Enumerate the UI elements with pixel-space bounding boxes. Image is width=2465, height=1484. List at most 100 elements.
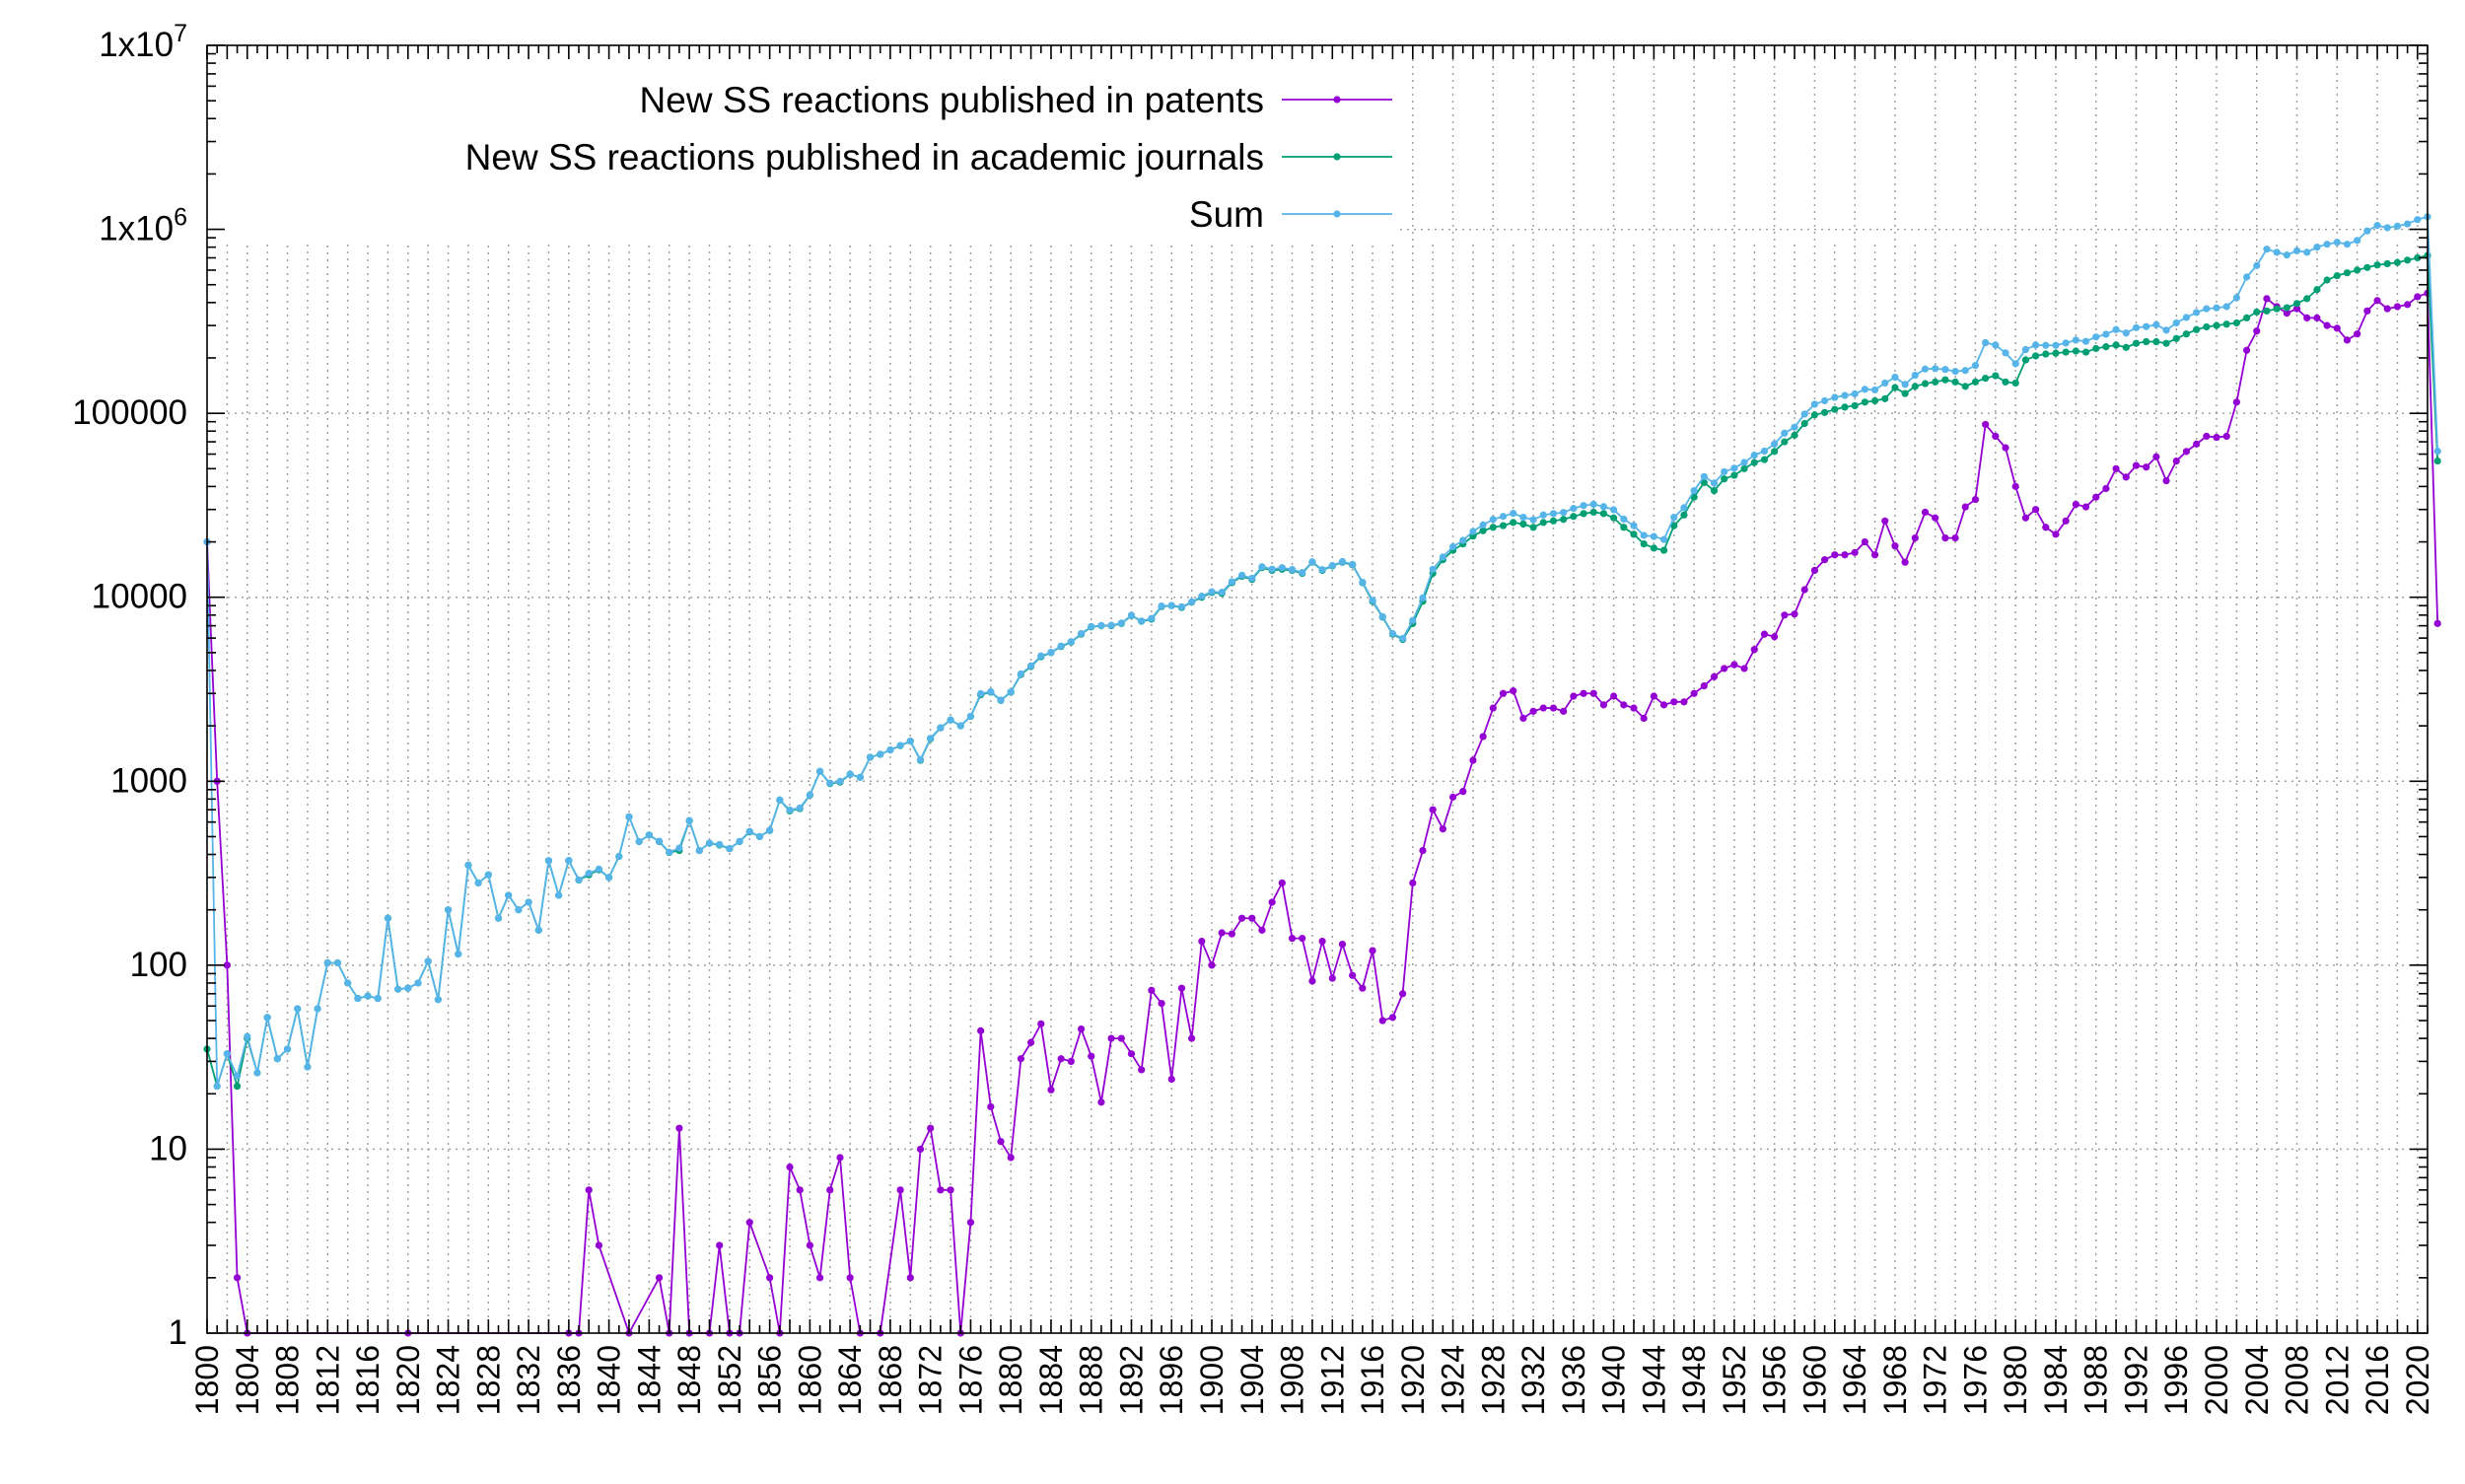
x-tick-label: 1872 (913, 1345, 949, 1415)
data-point (1529, 516, 1537, 524)
data-point (1359, 984, 1367, 992)
data-point (2414, 253, 2422, 262)
plot-frame (206, 44, 2429, 1334)
data-point (1670, 514, 1678, 522)
data-point (2143, 322, 2150, 330)
data-point (1409, 879, 1417, 887)
data-point (1529, 524, 1537, 531)
data-point (1198, 937, 1206, 946)
data-point (2172, 334, 2180, 342)
data-point (1841, 391, 1849, 399)
data-point (595, 1241, 603, 1249)
data-point (1258, 926, 1266, 934)
data-point (1479, 521, 1487, 529)
data-point (1841, 403, 1849, 411)
x-tick-label: 1876 (952, 1345, 988, 1415)
data-point (1188, 598, 1196, 605)
data-point (1107, 621, 1115, 629)
series-line (206, 292, 2439, 1334)
x-tick-label: 1804 (230, 1345, 265, 1415)
x-tick-label: 1960 (1796, 1345, 1832, 1415)
data-point (2132, 461, 2141, 469)
data-point (1831, 405, 1839, 413)
data-point (1851, 389, 1859, 398)
data-point (2011, 379, 2019, 388)
legend-label: New SS reactions published in patents (640, 80, 1264, 120)
data-point (2102, 330, 2110, 338)
series-2 (203, 213, 2441, 1091)
x-tick-label: 1880 (993, 1345, 1028, 1415)
data-point (1026, 1038, 1035, 1046)
data-point (2313, 286, 2321, 294)
data-point (2112, 341, 2120, 349)
y-tick-label-base: 100000 (72, 393, 187, 432)
x-tick-label: 1844 (631, 1345, 667, 1415)
data-point (826, 779, 834, 787)
data-point (1750, 646, 1758, 654)
data-point (1299, 934, 1306, 943)
data-point (384, 914, 392, 922)
data-point (1237, 571, 1246, 579)
data-point (786, 806, 794, 814)
data-point (1659, 701, 1668, 709)
data-point (1268, 898, 1276, 906)
data-point (1138, 617, 1146, 625)
data-point (645, 831, 653, 839)
data-point (1630, 522, 1638, 530)
data-point (856, 773, 864, 781)
data-point (1228, 578, 1235, 586)
data-point (2343, 241, 2352, 248)
legend-label: Sum (1189, 194, 1264, 235)
data-point (736, 837, 743, 845)
data-point (1851, 548, 1859, 556)
data-point (2112, 464, 2120, 472)
data-point (1026, 662, 1035, 670)
x-tick-label: 2020 (2400, 1345, 2435, 1415)
data-point (1881, 379, 1889, 388)
data-point (1097, 1098, 1105, 1106)
data-point (1077, 629, 1086, 638)
data-point (1971, 495, 1980, 504)
data-point (927, 735, 935, 742)
x-tick-label: 1992 (2118, 1345, 2153, 1415)
data-point (2182, 448, 2191, 456)
y-tick-label-exponent: 6 (174, 204, 187, 232)
data-point (1429, 565, 1437, 573)
data-point (1258, 563, 1266, 571)
data-point (615, 852, 623, 861)
data-point (1680, 504, 1688, 512)
data-point (2182, 314, 2191, 321)
data-point (1951, 368, 1959, 376)
data-point (1549, 704, 1558, 712)
data-point (1318, 566, 1326, 574)
series-line (206, 254, 2439, 1088)
x-tick-label: 1948 (1676, 1345, 1712, 1415)
data-point (755, 832, 764, 841)
data-point (1800, 586, 1808, 594)
data-point (404, 984, 412, 992)
data-point (655, 837, 664, 845)
x-tick-label: 2000 (2199, 1345, 2234, 1415)
data-point (1781, 429, 1789, 437)
data-point (2433, 448, 2441, 456)
data-point (815, 767, 824, 775)
data-point (1479, 733, 1487, 741)
x-tick-label: 1964 (1837, 1345, 1872, 1415)
data-point (1932, 514, 1939, 522)
data-point (323, 958, 331, 967)
data-point (394, 985, 402, 993)
data-point (2203, 432, 2211, 441)
data-point (1117, 619, 1125, 627)
data-point (2052, 341, 2060, 349)
data-point (745, 827, 753, 835)
data-point (806, 791, 814, 799)
data-point (2354, 266, 2361, 274)
data-point (424, 957, 432, 965)
x-tick-label: 1932 (1515, 1345, 1551, 1415)
data-point (484, 871, 492, 879)
data-point (1510, 509, 1517, 518)
data-point (1338, 557, 1347, 566)
y-tick-label-base: 1x10 (99, 210, 174, 248)
data-point (977, 689, 985, 698)
data-point (675, 1124, 683, 1132)
